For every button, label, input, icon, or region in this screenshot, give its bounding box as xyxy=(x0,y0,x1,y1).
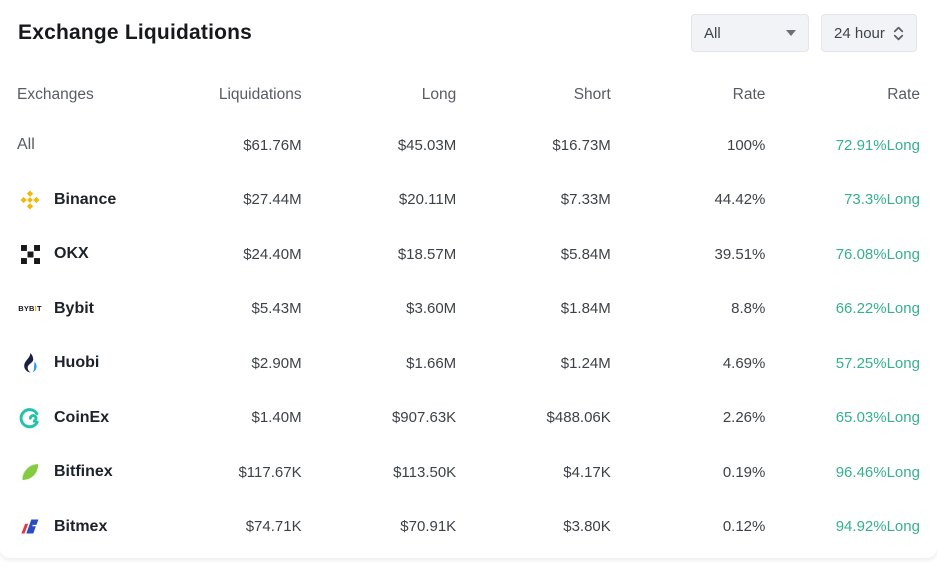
short-value: $3.80K xyxy=(563,518,611,536)
exchange-cell: Huobi xyxy=(17,352,147,374)
huobi-icon xyxy=(17,352,43,374)
long-value: $907.63K xyxy=(391,409,457,427)
exchange-filter-select[interactable]: All xyxy=(691,14,809,52)
exchange-name: Bitfinex xyxy=(54,463,113,481)
short-value: $488.06K xyxy=(546,409,611,427)
panel-header: Exchange Liquidations All 24 hour xyxy=(0,0,937,52)
column-header-rate: Rate xyxy=(732,86,766,103)
liquidations-value: $61.76M xyxy=(243,136,302,154)
long-value: $70.91K xyxy=(400,518,457,536)
short-value: $5.84M xyxy=(560,245,611,263)
exchange-name: All xyxy=(17,136,35,154)
column-header-long-rate: Rate xyxy=(887,86,920,103)
short-value: $1.84M xyxy=(560,300,611,318)
column-header-liquidations: Liquidations xyxy=(218,86,302,103)
exchange-cell: CoinEx xyxy=(17,407,147,429)
short-value: $16.73M xyxy=(552,136,611,154)
liquidations-value: $27.44M xyxy=(243,191,302,209)
rate-value: 8.8% xyxy=(731,300,766,318)
table-header-row: Exchanges Liquidations Long Short Rate R… xyxy=(17,78,920,112)
okx-icon xyxy=(17,244,43,264)
exchange-cell: Binance xyxy=(17,189,147,211)
exchange-cell: BYBIT Bybit xyxy=(17,300,147,318)
table-row[interactable]: Bitfinex $117.67K $113.50K $4.17K 0.19% … xyxy=(17,445,920,500)
long-rate-value: 94.92%Long xyxy=(835,518,920,536)
column-header-exchanges: Exchanges xyxy=(17,86,94,103)
long-rate-value: 66.22%Long xyxy=(835,300,920,318)
exchange-name: OKX xyxy=(54,245,89,263)
table-row[interactable]: CoinEx $1.40M $907.63K $488.06K 2.26% 65… xyxy=(17,391,920,446)
exchange-name: Huobi xyxy=(54,354,100,372)
long-rate-value: 76.08%Long xyxy=(835,245,920,263)
liquidations-value: $74.71K xyxy=(245,518,302,536)
liquidations-table: Exchanges Liquidations Long Short Rate R… xyxy=(0,78,937,554)
long-rate-value: 73.3%Long xyxy=(844,191,920,209)
exchange-name: CoinEx xyxy=(54,408,110,426)
exchange-filter-value: All xyxy=(704,24,721,42)
table-row[interactable]: Bitmex $74.71K $70.91K $3.80K 0.12% 94.9… xyxy=(17,500,920,555)
long-rate-value: 57.25%Long xyxy=(835,354,920,372)
liquidations-value: $1.40M xyxy=(251,409,302,427)
table-row[interactable]: OKX $24.40M $18.57M $5.84M 39.51% 76.08%… xyxy=(17,227,920,282)
time-filter-value: 24 hour xyxy=(834,24,885,42)
exchange-name: Bitmex xyxy=(54,517,108,535)
long-value: $3.60M xyxy=(406,300,457,318)
short-value: $7.33M xyxy=(560,191,611,209)
long-value: $20.11M xyxy=(398,191,457,209)
long-value: $45.03M xyxy=(397,136,457,154)
long-value: $18.57M xyxy=(397,245,457,263)
column-header-long: Long xyxy=(421,86,457,103)
exchange-cell: All xyxy=(17,136,147,154)
rate-value: 100% xyxy=(727,136,766,154)
bybit-icon: BYBIT xyxy=(18,304,42,314)
bitfinex-icon xyxy=(17,461,43,483)
liquidations-value: $24.40M xyxy=(243,245,302,263)
rate-value: 0.12% xyxy=(722,518,766,536)
coinex-icon xyxy=(17,407,43,429)
short-value: $1.24M xyxy=(560,354,611,372)
page-title: Exchange Liquidations xyxy=(18,21,253,44)
liquidations-value: $117.67K xyxy=(238,463,302,481)
long-value: $113.50K xyxy=(393,463,457,481)
long-rate-value: 72.91%Long xyxy=(835,136,920,154)
exchange-liquidations-panel: Exchange Liquidations All 24 hour Exchan… xyxy=(0,0,937,554)
long-value: $1.66M xyxy=(406,354,457,372)
column-header-short: Short xyxy=(573,86,611,103)
long-rate-value: 96.46%Long xyxy=(835,463,920,481)
exchange-name: Binance xyxy=(54,190,117,208)
table-body: All $61.76M $45.03M $16.73M 100% 72.91%L… xyxy=(17,118,920,554)
table-row[interactable]: All $61.76M $45.03M $16.73M 100% 72.91%L… xyxy=(17,118,920,173)
rate-value: 4.69% xyxy=(722,354,766,372)
rate-value: 2.26% xyxy=(722,409,766,427)
updown-arrows-icon xyxy=(893,26,904,41)
exchange-name: Bybit xyxy=(54,299,94,317)
liquidations-value: $5.43M xyxy=(251,300,302,318)
caret-down-icon xyxy=(786,30,796,36)
liquidations-value: $2.90M xyxy=(251,354,302,372)
binance-icon xyxy=(17,189,43,211)
table-row[interactable]: BYBIT Bybit $5.43M $3.60M $1.84M 8.8% 66… xyxy=(17,282,920,337)
table-row[interactable]: Huobi $2.90M $1.66M $1.24M 4.69% 57.25%L… xyxy=(17,336,920,391)
exchange-cell: Bitfinex xyxy=(17,461,147,483)
rate-value: 39.51% xyxy=(714,245,766,263)
long-rate-value: 65.03%Long xyxy=(835,409,920,427)
rate-value: 44.42% xyxy=(714,191,766,209)
table-row[interactable]: Binance $27.44M $20.11M $7.33M 44.42% 73… xyxy=(17,173,920,228)
filter-controls: All 24 hour xyxy=(691,14,917,52)
short-value: $4.17K xyxy=(563,463,611,481)
exchange-cell: OKX xyxy=(17,244,147,264)
rate-value: 0.19% xyxy=(722,463,766,481)
time-filter-select[interactable]: 24 hour xyxy=(821,14,917,52)
exchange-cell: Bitmex xyxy=(17,518,147,536)
bitmex-icon xyxy=(17,518,43,535)
